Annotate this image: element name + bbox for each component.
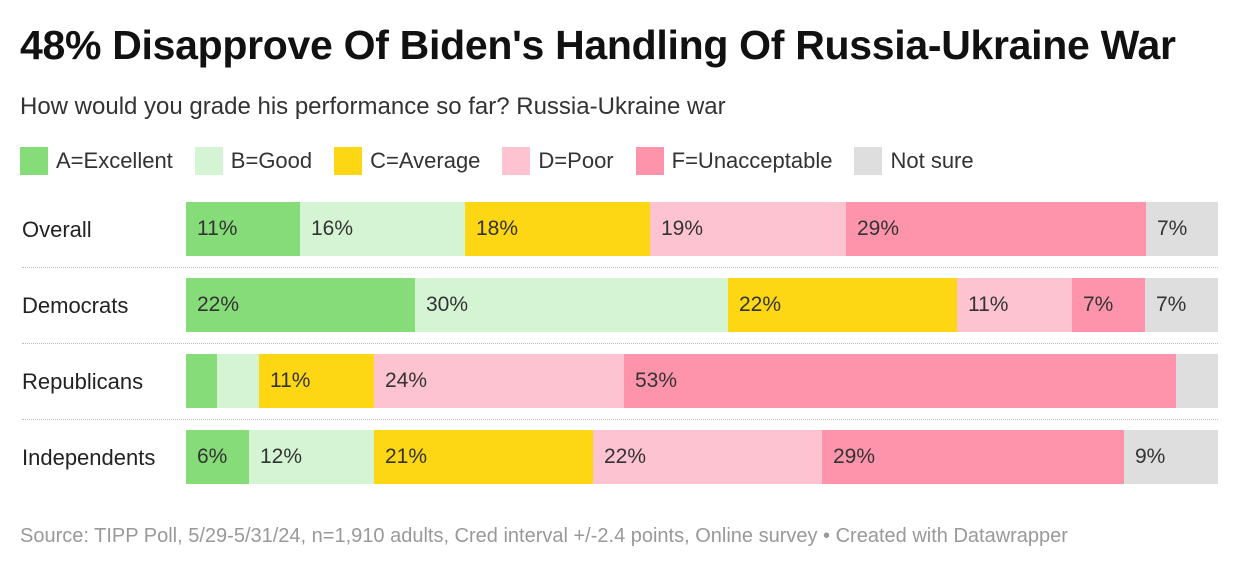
legend-item-c-average: C=Average <box>334 147 480 175</box>
bar-segment-democrats-a-excellent <box>186 278 415 332</box>
data-label: 6% <box>197 445 228 468</box>
legend-item-not-sure: Not sure <box>854 147 974 175</box>
bar-segment-independents-c-average <box>374 430 593 484</box>
bar-segment-overall-c-average <box>465 202 650 256</box>
row-divider <box>22 419 1218 420</box>
bar-segment-democrats-b-good <box>415 278 728 332</box>
data-label: 11% <box>968 293 1009 316</box>
legend-label: F=Unacceptable <box>671 148 833 173</box>
data-label: 7% <box>1157 217 1188 240</box>
data-label: 22% <box>739 293 782 316</box>
legend-label: Not sure <box>890 148 974 173</box>
bar-independents: 6% 12% 21% 22% 29% 9% <box>186 430 1218 484</box>
legend-item-a-excellent: A=Excellent <box>20 147 173 175</box>
data-label: 7% <box>1083 293 1114 316</box>
legend-swatch <box>502 147 531 175</box>
bar-segment-overall-b-good <box>300 202 465 256</box>
row-label-republicans: Republicans <box>22 369 144 394</box>
bar-republicans: 11% 24% 53% <box>186 354 1218 408</box>
row-label-democrats: Democrats <box>22 293 129 318</box>
data-label: 9% <box>1135 445 1166 468</box>
data-label: 7% <box>1156 293 1187 316</box>
data-label: 22% <box>197 293 240 316</box>
data-label: 11% <box>197 217 238 240</box>
data-label: 30% <box>426 293 469 316</box>
bar-overall: 11% 16% 18% 19% 29% 7% <box>186 202 1218 256</box>
bar-segment-democrats-d-poor <box>957 278 1072 332</box>
bar-segment-republicans-b-good <box>217 354 259 408</box>
chart-subtitle: How would you grade his performance so f… <box>20 93 726 120</box>
data-label: 29% <box>833 445 876 468</box>
legend-swatch <box>854 147 883 175</box>
bar-segment-republicans-a-excellent <box>186 354 217 408</box>
legend-label: B=Good <box>230 148 313 173</box>
data-label: 18% <box>476 217 519 240</box>
bar-segment-independents-a-excellent <box>186 430 249 484</box>
legend-item-f-unacceptable: F=Unacceptable <box>635 147 833 175</box>
data-label: 24% <box>385 369 428 392</box>
row-label-independents: Independents <box>22 445 156 470</box>
bar-segment-republicans-f-unacceptable <box>624 354 1176 408</box>
bar-segment-democrats-c-average <box>728 278 957 332</box>
row-divider <box>22 267 1218 268</box>
data-label: 21% <box>385 445 428 468</box>
row-label-overall: Overall <box>22 217 92 242</box>
data-label: 12% <box>260 445 303 468</box>
legend: A=Excellent B=Good C=Average D=Poor F=Unacce… <box>20 146 996 176</box>
data-label: 29% <box>857 217 900 240</box>
bar-segment-democrats-not-sure <box>1145 278 1218 332</box>
legend-item-b-good: B=Good <box>194 147 313 175</box>
data-label: 19% <box>661 217 704 240</box>
legend-swatch <box>334 147 363 175</box>
bar-segment-overall-d-poor <box>650 202 846 256</box>
source-footer: Source: TIPP Poll, 5/29-5/31/24, n=1,910… <box>20 525 1068 547</box>
row-divider <box>22 343 1218 344</box>
bar-segment-independents-d-poor <box>593 430 822 484</box>
legend-label: D=Poor <box>538 148 614 173</box>
bar-segment-overall-a-excellent <box>186 202 300 256</box>
legend-swatch <box>635 147 664 175</box>
bar-segment-independents-b-good <box>249 430 374 484</box>
data-label: 22% <box>604 445 647 468</box>
bar-segment-independents-f-unacceptable <box>822 430 1124 484</box>
bar-segment-overall-f-unacceptable <box>846 202 1146 256</box>
bar-segment-democrats-f-unacceptable <box>1072 278 1145 332</box>
legend-label: C=Average <box>370 148 481 173</box>
bar-segment-overall-not-sure <box>1146 202 1218 256</box>
bar-segment-republicans-d-poor <box>374 354 624 408</box>
legend-item-d-poor: D=Poor <box>502 147 614 175</box>
bar-segment-independents-not-sure <box>1124 430 1218 484</box>
bar-segment-republicans-not-sure <box>1176 354 1218 408</box>
legend-label: A=Excellent <box>56 148 173 173</box>
data-label: 53% <box>635 369 678 392</box>
legend-swatch <box>20 147 48 175</box>
legend-swatch <box>194 147 223 175</box>
bar-democrats: 22% 30% 22% 11% 7% 7% <box>186 278 1218 332</box>
bar-segment-republicans-c-average <box>259 354 374 408</box>
chart-title: 48% Disapprove Of Biden's Handling Of Ru… <box>20 22 1176 68</box>
data-label: 11% <box>270 369 311 392</box>
data-label: 16% <box>311 217 354 240</box>
